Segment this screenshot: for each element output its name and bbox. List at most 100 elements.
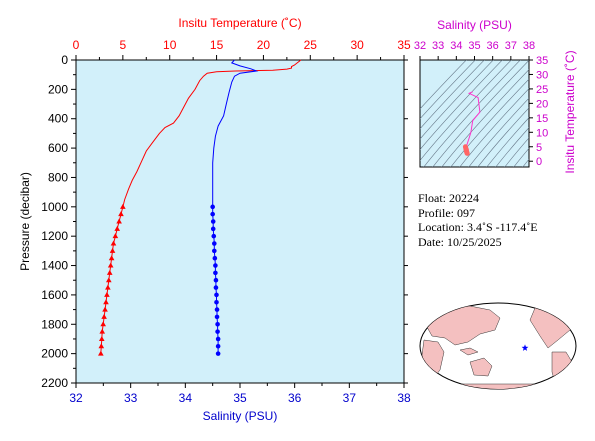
pressure-tick-label: 600 <box>48 141 68 155</box>
ts-salinity-axis-title: Salinity (PSU) <box>437 18 512 32</box>
density-contour <box>432 60 529 167</box>
density-contour <box>420 60 503 151</box>
temperature-point <box>114 225 121 231</box>
temperature-point <box>112 233 119 239</box>
temperature-tick-label: 30 <box>350 38 364 52</box>
temperature-axis-title: Insitu Temperature (˚C) <box>178 16 301 30</box>
pressure-axis-title: Pressure (decibar) <box>18 172 32 271</box>
density-contour <box>420 60 494 140</box>
temperature-point <box>104 291 110 297</box>
salinity-point <box>210 226 216 232</box>
ts-salinity-tick-label: 32 <box>414 40 426 52</box>
density-contour <box>504 137 529 167</box>
ts-temperature-tick-label: 25 <box>536 84 548 96</box>
ts-point <box>464 150 470 156</box>
temperature-point <box>108 255 115 261</box>
ts-salinity-tick-label: 37 <box>505 40 517 52</box>
temperature-point <box>120 203 126 209</box>
temperature-tick-label: 25 <box>304 38 318 52</box>
date-text: Date: 10/25/2025 <box>418 234 502 249</box>
density-contour <box>420 60 476 120</box>
density-contour <box>495 127 529 167</box>
temperature-point <box>105 284 111 290</box>
continent-south-america <box>551 351 573 387</box>
ts-salinity-tick-label: 35 <box>468 40 480 52</box>
density-contour <box>420 60 485 130</box>
temperature-tick-label: 20 <box>257 38 271 52</box>
salinity-point <box>210 211 215 217</box>
float-info: Float: 20224 Profile: 097 Location: 3.4˚… <box>418 191 538 249</box>
ts-temperature-tick-label: 5 <box>536 142 542 154</box>
temperature-point <box>101 313 107 319</box>
pressure-tick-label: 2000 <box>41 347 68 361</box>
temperature-point <box>98 335 105 341</box>
salinity-point <box>210 204 215 210</box>
ts-plot-area <box>419 59 530 168</box>
ts-temperature-tick-label: 35 <box>536 55 548 67</box>
temperature-tick-label: 35 <box>397 38 411 52</box>
salinity-point <box>212 255 218 261</box>
temperature-point <box>100 321 106 327</box>
temperature-point <box>103 299 109 305</box>
continent-antarctica <box>424 383 571 389</box>
temperature-tick-label: 10 <box>163 38 177 52</box>
salinity-tick-label: 37 <box>343 391 357 405</box>
float-location-marker <box>521 344 529 351</box>
ts-temperature-tick-label: 30 <box>536 69 548 81</box>
ts-temperature-axis-title: Insitu Temperature (˚C) <box>563 50 577 173</box>
islands-indonesia <box>459 347 479 356</box>
pressure-tick-label: 1200 <box>41 229 68 243</box>
ts-salinity-tick-label: 33 <box>432 40 444 52</box>
ts-temperature-tick-label: 20 <box>536 98 548 110</box>
salinity-point <box>213 277 219 283</box>
salinity-tick-label: 38 <box>397 391 411 405</box>
pressure-tick-label: 200 <box>48 82 68 96</box>
density-contour <box>423 60 521 167</box>
density-contour <box>441 69 529 167</box>
salinity-tick-label: 33 <box>124 391 138 405</box>
ts-salinity-tick-label: 34 <box>450 40 462 52</box>
salinity-point <box>213 285 219 290</box>
float-id: Float: 20224 <box>418 191 480 205</box>
salinity-point <box>215 321 220 327</box>
ts-temperature-tick-label: 15 <box>536 113 548 125</box>
temperature-tick-label: 0 <box>73 38 80 52</box>
ts-salinity-tick-label: 38 <box>523 40 535 52</box>
density-contour <box>450 78 529 167</box>
salinity-point <box>213 263 218 268</box>
temperature-point <box>109 247 116 253</box>
profile-number: Profile: 097 <box>418 205 475 220</box>
salinity-tick-label: 32 <box>69 391 83 405</box>
temperature-point <box>98 350 104 356</box>
temperature-point <box>102 306 108 312</box>
temperature-point <box>107 262 114 268</box>
salinity-point <box>215 329 220 334</box>
salinity-point <box>214 292 219 298</box>
temperature-point <box>106 277 112 283</box>
location-map <box>419 302 577 390</box>
density-contour <box>420 60 512 161</box>
temperature-point <box>116 218 122 224</box>
salinity-point <box>210 219 216 224</box>
ts-temperature-tick-label: 0 <box>536 156 542 168</box>
temperature-tick-label: 15 <box>210 38 224 52</box>
salinity-point <box>215 336 221 342</box>
ts-temperature-tick-label: 10 <box>536 127 548 139</box>
salinity-point <box>212 248 217 254</box>
temperature-point <box>110 240 117 246</box>
density-contour <box>477 107 529 167</box>
salinity-point <box>214 299 219 305</box>
pressure-tick-label: 1800 <box>41 317 68 331</box>
pressure-tick-label: 0 <box>61 53 68 67</box>
salinity-point <box>214 314 220 320</box>
ts-salinity-tick-label: 36 <box>487 40 499 52</box>
temperature-point <box>99 328 106 334</box>
plot-area <box>75 59 405 384</box>
temperature-tick-label: 5 <box>120 38 127 52</box>
salinity-point <box>212 241 217 246</box>
density-contour <box>468 97 529 167</box>
continent-australia <box>469 357 493 377</box>
pressure-tick-label: 1600 <box>41 288 68 302</box>
ts-series-line <box>465 91 481 147</box>
density-contour <box>420 60 467 110</box>
